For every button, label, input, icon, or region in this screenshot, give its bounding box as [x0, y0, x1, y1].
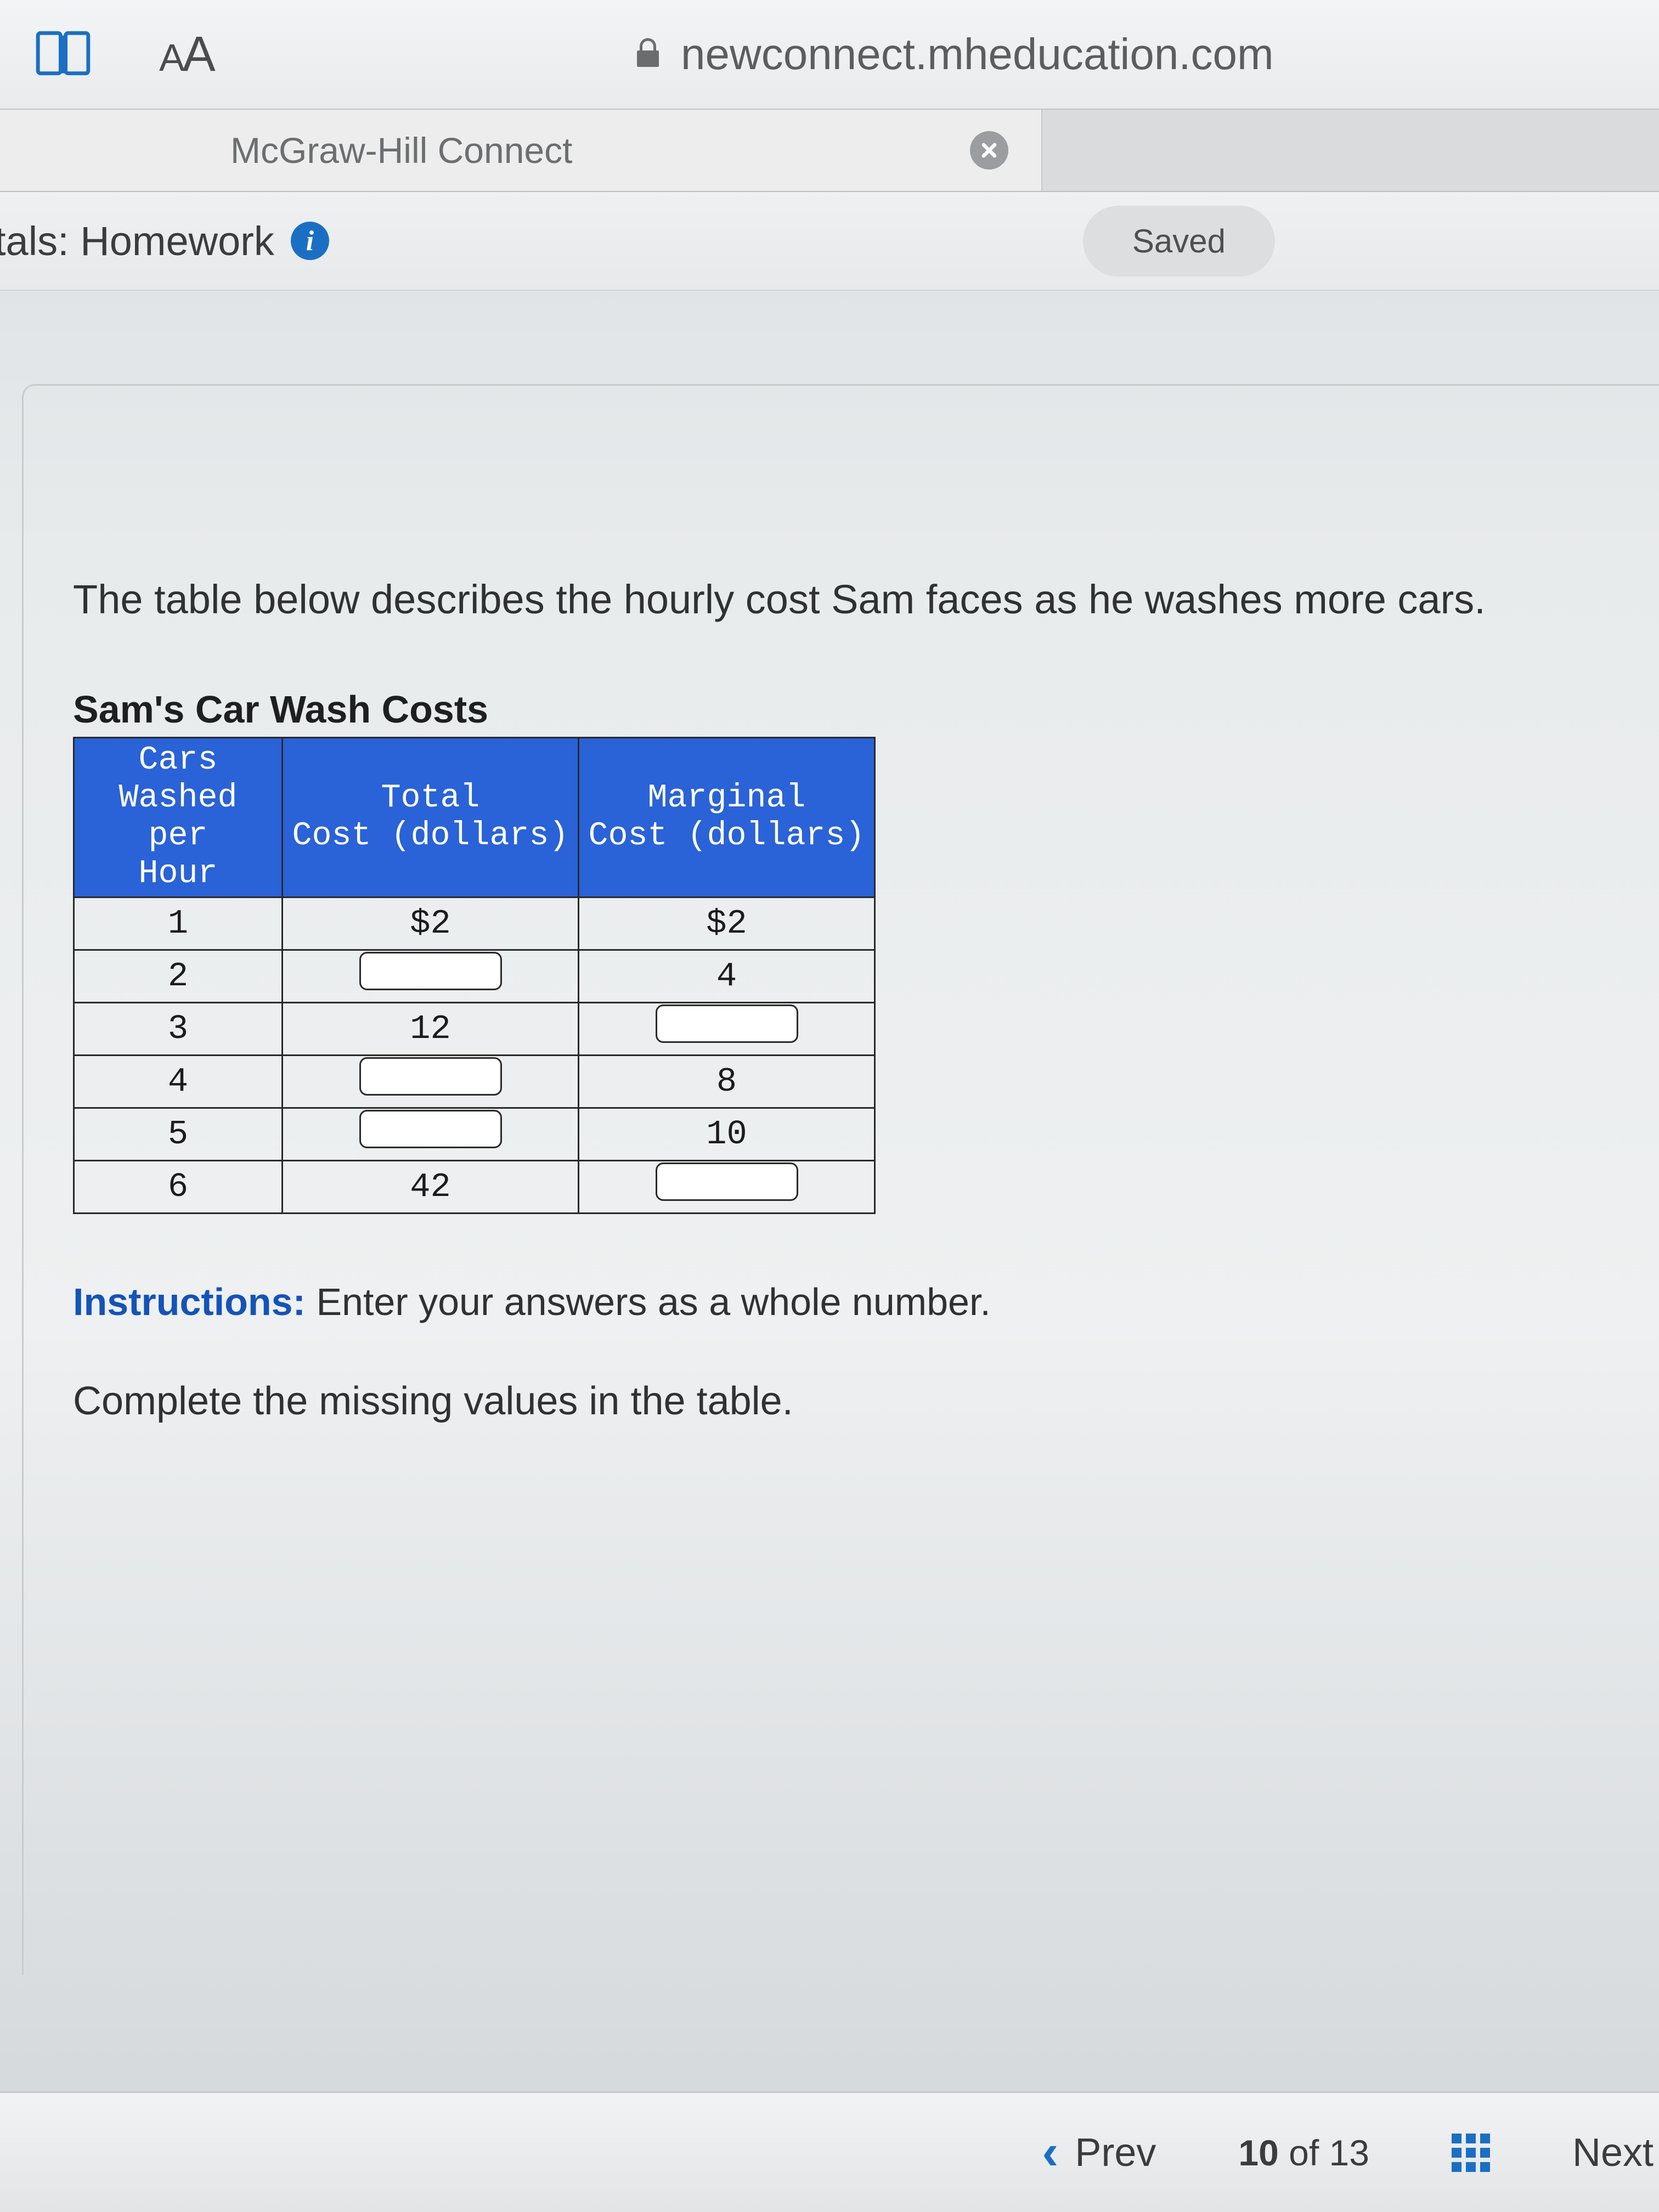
page-current: 10 [1238, 2132, 1278, 2173]
next-button[interactable]: Next [1572, 2130, 1659, 2175]
cell-total: $2 [283, 897, 579, 950]
cell-marginal [579, 1160, 875, 1213]
cell-total [283, 950, 579, 1002]
cell-marginal: 8 [579, 1055, 875, 1108]
cost-table: CarsWashed perHourTotalCost (dollars)Mar… [73, 737, 876, 1214]
cell-marginal: 4 [579, 950, 875, 1002]
cell-cars: 3 [74, 1002, 283, 1055]
assignment-header: tals: Homework i Saved [0, 192, 1659, 291]
cell-marginal: $2 [579, 897, 875, 950]
col-header-total: TotalCost (dollars) [283, 737, 579, 897]
table-row: 1$2$2 [74, 897, 875, 950]
question-panel: The table below describes the hourly cos… [22, 384, 1659, 1975]
grid-icon[interactable] [1452, 2134, 1490, 2172]
cell-cars: 2 [74, 950, 283, 1002]
col-header-marginal: MarginalCost (dollars) [579, 737, 875, 897]
tab-title: McGraw-Hill Connect [230, 129, 572, 171]
address-bar[interactable]: newconnect.mheducation.com [279, 29, 1626, 80]
browser-toolbar: AA newconnect.mheducation.com [0, 0, 1659, 110]
marginal-cost-input[interactable] [656, 1005, 798, 1043]
cell-cars: 5 [74, 1108, 283, 1160]
cell-marginal: 10 [579, 1108, 875, 1160]
chevron-left-icon: ‹ [1042, 2124, 1058, 2181]
tab-strip: McGraw-Hill Connect [0, 110, 1659, 192]
breadcrumb: tals: Homework [0, 218, 274, 264]
instructions-label: Instructions: [73, 1280, 306, 1323]
next-label: Next [1572, 2130, 1654, 2175]
saved-badge: Saved [1083, 206, 1275, 276]
col-header-cars: CarsWashed perHour [74, 737, 283, 897]
total-cost-input[interactable] [359, 952, 502, 990]
close-tab-button[interactable] [970, 131, 1008, 170]
lock-icon [631, 37, 664, 72]
cell-total: 42 [283, 1160, 579, 1213]
table-row: 642 [74, 1160, 875, 1213]
table-row: 24 [74, 950, 875, 1002]
marginal-cost-input[interactable] [656, 1163, 798, 1201]
prev-label: Prev [1075, 2130, 1156, 2175]
cell-cars: 4 [74, 1055, 283, 1108]
table-row: 5 10 [74, 1108, 875, 1160]
prev-button[interactable]: ‹ Prev [1042, 2124, 1156, 2181]
info-icon[interactable]: i [291, 222, 329, 260]
browser-tab[interactable]: McGraw-Hill Connect [0, 110, 1042, 191]
total-cost-input[interactable] [359, 1057, 502, 1096]
table-row: 48 [74, 1055, 875, 1108]
question-prompt: The table below describes the hourly cos… [73, 572, 1593, 627]
cell-cars: 6 [74, 1160, 283, 1213]
cell-total [283, 1055, 579, 1108]
cell-total [283, 1108, 579, 1160]
table-title: Sam's Car Wash Costs [73, 687, 1593, 731]
cell-marginal [579, 1002, 875, 1055]
complete-prompt: Complete the missing values in the table… [73, 1379, 1593, 1424]
total-cost-input[interactable] [359, 1110, 502, 1148]
url-text: newconnect.mheducation.com [681, 29, 1274, 80]
question-nav: ‹ Prev 10 of 13 Next [0, 2091, 1659, 2212]
instructions-text: Enter your answers as a whole number. [306, 1280, 991, 1323]
page-indicator: 10 of 13 [1238, 2132, 1369, 2174]
reading-list-icon[interactable] [33, 23, 93, 86]
cell-total: 12 [283, 1002, 579, 1055]
instructions: Instructions: Enter your answers as a wh… [73, 1280, 1593, 1324]
cell-cars: 1 [74, 897, 283, 950]
page-total: 13 [1329, 2132, 1369, 2173]
text-size-button[interactable]: AA [159, 26, 213, 83]
table-row: 312 [74, 1002, 875, 1055]
